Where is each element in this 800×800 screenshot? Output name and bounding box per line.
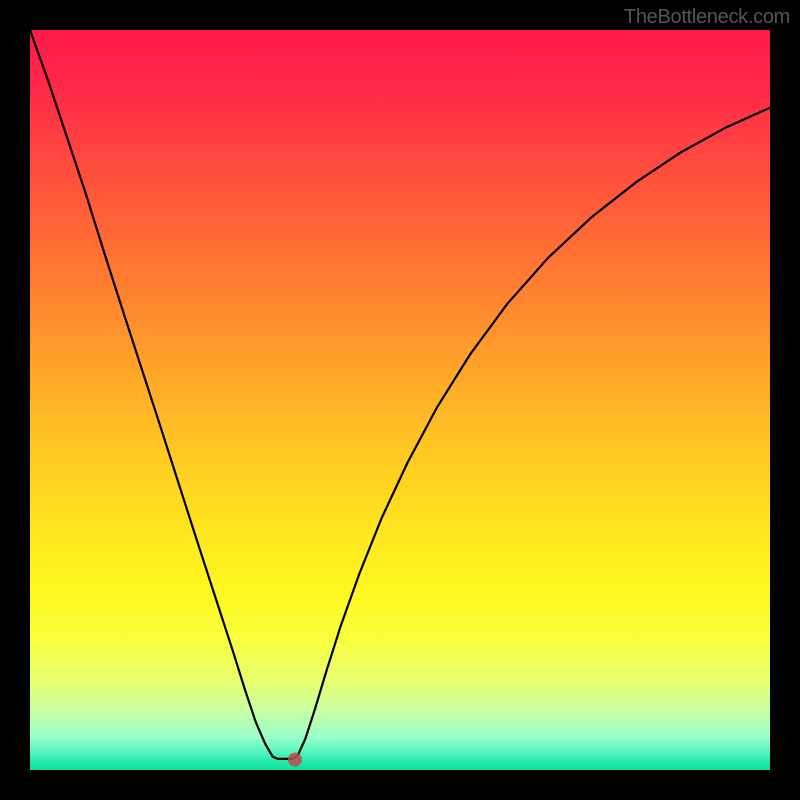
bottleneck-curve [30, 30, 770, 759]
curve-layer [30, 30, 770, 770]
watermark-text: TheBottleneck.com [624, 6, 790, 29]
minimum-marker [288, 753, 302, 767]
plot-area [30, 30, 770, 770]
